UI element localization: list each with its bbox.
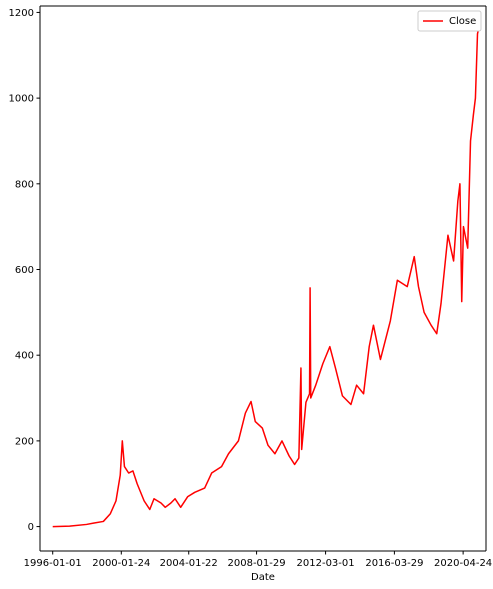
y-tick-label: 1200	[9, 8, 34, 19]
x-tick-label: 1996-01-01	[24, 558, 82, 569]
series-line-close	[52, 27, 480, 528]
legend: Close	[417, 10, 482, 32]
axes-frame	[39, 5, 487, 552]
x-tick-label: 2020-04-24	[434, 558, 492, 569]
y-tick-label: 200	[15, 436, 34, 447]
y-axis-ticks: 0 200 400 600 800 1000 1200	[9, 8, 40, 533]
plot-area	[40, 6, 486, 551]
y-tick-label: 600	[15, 265, 34, 276]
y-tick-label: 400	[15, 351, 34, 362]
y-tick-label: 800	[15, 179, 34, 190]
x-tick-label: 2016-03-29	[365, 558, 423, 569]
x-tick-label: 2008-01-29	[228, 558, 286, 569]
x-tick-label: 2000-01-24	[92, 558, 150, 569]
y-tick-label: 1000	[9, 94, 34, 105]
legend-box	[417, 10, 482, 32]
x-axis-ticks: 1996-01-01 2000-01-24 2004-01-22 2008-01-29…	[24, 551, 492, 569]
y-tick-label: 0	[28, 522, 34, 533]
legend-entry-close: Close	[449, 16, 476, 27]
x-axis-label: Date	[251, 572, 275, 583]
x-tick-label: 2004-01-22	[160, 558, 218, 569]
x-tick-label: 2012-03-01	[297, 558, 355, 569]
series-layer	[52, 27, 480, 528]
